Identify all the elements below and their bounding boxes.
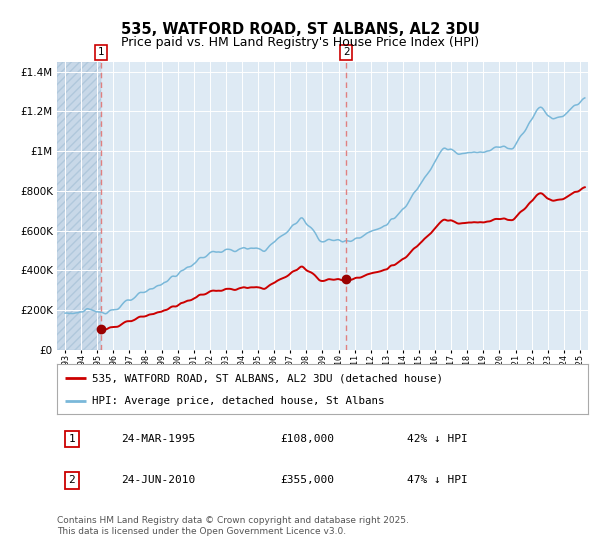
Text: 47% ↓ HPI: 47% ↓ HPI	[407, 475, 468, 486]
Text: Contains HM Land Registry data © Crown copyright and database right 2025.
This d: Contains HM Land Registry data © Crown c…	[57, 516, 409, 536]
Text: 1: 1	[68, 434, 75, 444]
Text: 42% ↓ HPI: 42% ↓ HPI	[407, 434, 468, 444]
Text: 1: 1	[97, 48, 104, 58]
Text: HPI: Average price, detached house, St Albans: HPI: Average price, detached house, St A…	[92, 396, 384, 406]
Text: 535, WATFORD ROAD, ST ALBANS, AL2 3DU: 535, WATFORD ROAD, ST ALBANS, AL2 3DU	[121, 22, 479, 38]
Text: Price paid vs. HM Land Registry's House Price Index (HPI): Price paid vs. HM Land Registry's House …	[121, 36, 479, 49]
Text: £108,000: £108,000	[280, 434, 334, 444]
Text: £355,000: £355,000	[280, 475, 334, 486]
Text: 2: 2	[68, 475, 75, 486]
Text: 24-MAR-1995: 24-MAR-1995	[121, 434, 195, 444]
Text: 535, WATFORD ROAD, ST ALBANS, AL2 3DU (detached house): 535, WATFORD ROAD, ST ALBANS, AL2 3DU (d…	[92, 373, 443, 383]
Text: 24-JUN-2010: 24-JUN-2010	[121, 475, 195, 486]
Bar	[57, 62, 101, 350]
Text: 2: 2	[343, 48, 350, 58]
